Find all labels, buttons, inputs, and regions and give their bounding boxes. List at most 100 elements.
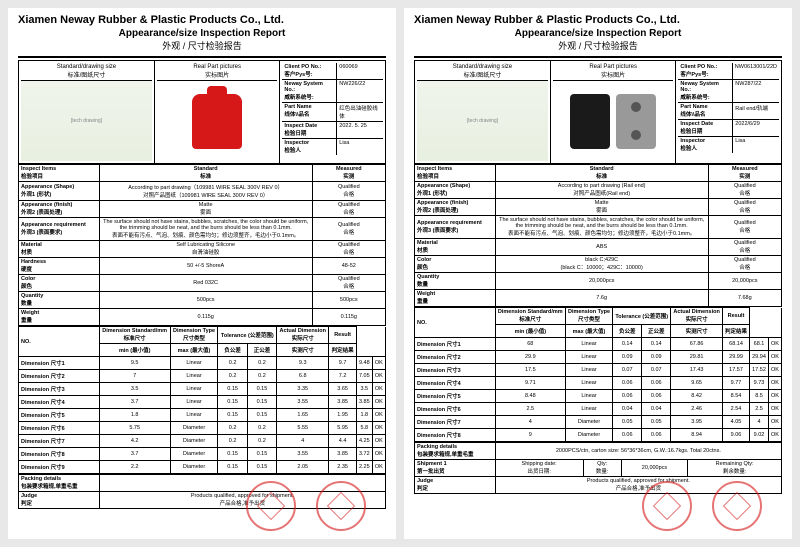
dim-cell: Diameter bbox=[565, 416, 612, 429]
dim-cell: 0.06 bbox=[642, 429, 671, 442]
dim-cell: 1.8 bbox=[356, 409, 372, 422]
dim-cell: Linear bbox=[170, 409, 218, 422]
dim-cell: 0.15 bbox=[218, 461, 247, 474]
dim-cell: Dimension 尺寸2 bbox=[415, 351, 496, 364]
spec-cell: Quantity数量 bbox=[19, 292, 100, 309]
dim-cell: Linear bbox=[565, 351, 612, 364]
report-title-en: Appearance/size Inspection Report bbox=[18, 28, 386, 39]
inspector-value: Lisa bbox=[337, 139, 383, 155]
dim-cell: Linear bbox=[565, 390, 612, 403]
spec-cell: The surface should not have stains, bubb… bbox=[99, 218, 312, 241]
dim-cell: OK bbox=[372, 422, 385, 435]
dim-cell: 0.2 bbox=[218, 422, 247, 435]
dim-cell: 0.15 bbox=[218, 448, 247, 461]
dim-cell: 0.06 bbox=[613, 390, 642, 403]
dim-cell: 3.5 bbox=[99, 383, 170, 396]
dim-cell: 8.48 bbox=[495, 390, 565, 403]
dim-cell: Dimension 尺寸1 bbox=[415, 338, 496, 351]
dim-cell: OK bbox=[768, 377, 781, 390]
partname-value: 红色出油硅胶线体 bbox=[337, 103, 383, 121]
dim-cell: OK bbox=[768, 390, 781, 403]
dim-cell: 3.55 bbox=[277, 448, 329, 461]
dim-cell: OK bbox=[372, 461, 385, 474]
spec-cell: Qualified合格 bbox=[708, 239, 781, 256]
dim-cell: 0.2 bbox=[247, 435, 276, 448]
dim-cell: 2.35 bbox=[329, 461, 356, 474]
dim-cell: 9.3 bbox=[277, 357, 329, 370]
info-column: Client PO No.:客户Pys号:NW0613001/22D Neway… bbox=[676, 61, 781, 163]
packing-label: Packing details包装要求箱规,单重毛重 bbox=[415, 443, 496, 460]
date-label: Inspect Date检验日期 bbox=[678, 120, 733, 136]
dim-cell: OK bbox=[372, 396, 385, 409]
info-column: Client PO No.:客户Pys号:060069 Neway System… bbox=[280, 61, 385, 163]
dim-cell: 2.54 bbox=[722, 403, 749, 416]
dim-cell: 2.25 bbox=[356, 461, 372, 474]
black-part-icon bbox=[570, 94, 610, 149]
dim-header: Result bbox=[722, 308, 749, 325]
dim-cell: 0.06 bbox=[613, 429, 642, 442]
spec-cell: Material材质 bbox=[415, 239, 496, 256]
dim-cell: 3.85 bbox=[329, 448, 356, 461]
dim-subheader: 负公差 bbox=[218, 344, 247, 357]
spec-header: Measured实测 bbox=[708, 165, 781, 182]
dim-cell: Diameter bbox=[170, 435, 218, 448]
dim-cell: Dimension 尺寸4 bbox=[415, 377, 496, 390]
dim-cell: 8.42 bbox=[671, 390, 723, 403]
dim-cell: 0.05 bbox=[642, 416, 671, 429]
dim-cell: 8.94 bbox=[671, 429, 723, 442]
dim-subheader: 负公差 bbox=[613, 325, 642, 338]
spec-cell: Qualified合格 bbox=[312, 182, 385, 201]
dim-cell: 2.5 bbox=[750, 403, 769, 416]
qty-label: Qty:数量: bbox=[583, 460, 621, 477]
dim-cell: 3.7 bbox=[99, 396, 170, 409]
spec-cell: According to part drawing (Rail end)对照产品… bbox=[495, 182, 708, 199]
dim-cell: 0.15 bbox=[218, 396, 247, 409]
dim-cell: 3.35 bbox=[277, 383, 329, 396]
dim-cell: 3.85 bbox=[329, 396, 356, 409]
spec-cell: Matte雾面 bbox=[99, 201, 312, 218]
dim-cell: 0.15 bbox=[247, 461, 276, 474]
dim-cell: 0.14 bbox=[642, 338, 671, 351]
dim-cell: 3.55 bbox=[277, 396, 329, 409]
dim-header: Tolerance (公差范围) bbox=[613, 308, 671, 325]
dim-cell: 4 bbox=[277, 435, 329, 448]
dim-cell: OK bbox=[768, 416, 781, 429]
dim-subheader: min (最小值) bbox=[99, 344, 170, 357]
dim-cell: Dimension 尺寸2 bbox=[19, 370, 100, 383]
dim-cell: OK bbox=[372, 435, 385, 448]
dim-cell: Linear bbox=[565, 364, 612, 377]
drawing-label: Standard/drawing size标准/图纸尺寸 bbox=[417, 63, 548, 81]
spec-cell: 500pcs bbox=[312, 292, 385, 309]
drawing-area: [tech drawing] bbox=[21, 81, 152, 161]
dim-cell: 68.1 bbox=[750, 338, 769, 351]
inspector-value: Lisa bbox=[733, 137, 779, 153]
dim-cell: 4 bbox=[750, 416, 769, 429]
spec-cell: 0.115g bbox=[99, 309, 312, 326]
dim-cell: 67.86 bbox=[671, 338, 723, 351]
sys-value: NW287/22 bbox=[733, 80, 779, 102]
dim-header: Result bbox=[329, 327, 356, 344]
dim-cell: 7.05 bbox=[356, 370, 372, 383]
dim-cell: Dimension 尺寸5 bbox=[19, 409, 100, 422]
dim-cell: 9.73 bbox=[750, 377, 769, 390]
inspector-label: Inspector检验人 bbox=[282, 139, 337, 155]
dim-cell: 2.46 bbox=[671, 403, 723, 416]
dim-cell: Dimension 尺寸6 bbox=[415, 403, 496, 416]
divider bbox=[414, 56, 782, 58]
report-title-cn: 外观 / 尺寸检验报告 bbox=[414, 39, 782, 52]
dim-cell: 5.8 bbox=[356, 422, 372, 435]
red-part-icon bbox=[192, 94, 242, 149]
dim-cell: 0.14 bbox=[613, 338, 642, 351]
stamp-icon bbox=[316, 481, 366, 531]
spec-cell: 20,000pcs bbox=[495, 273, 708, 290]
dim-subheader: 正公差 bbox=[247, 344, 276, 357]
partname-label: Part Name线体\\品名 bbox=[678, 103, 733, 119]
dim-cell: 0.15 bbox=[247, 409, 276, 422]
dim-cell: 3.72 bbox=[356, 448, 372, 461]
drawing-area: [tech drawing] bbox=[417, 81, 548, 161]
report-left: Xiamen Neway Rubber & Plastic Products C… bbox=[8, 8, 396, 539]
spec-cell: Matte雾面 bbox=[495, 199, 708, 216]
dim-cell: 0.2 bbox=[218, 370, 247, 383]
dim-cell: 0.06 bbox=[642, 390, 671, 403]
spec-cell: Appearance requirement外观3 (表面要求) bbox=[415, 216, 496, 239]
